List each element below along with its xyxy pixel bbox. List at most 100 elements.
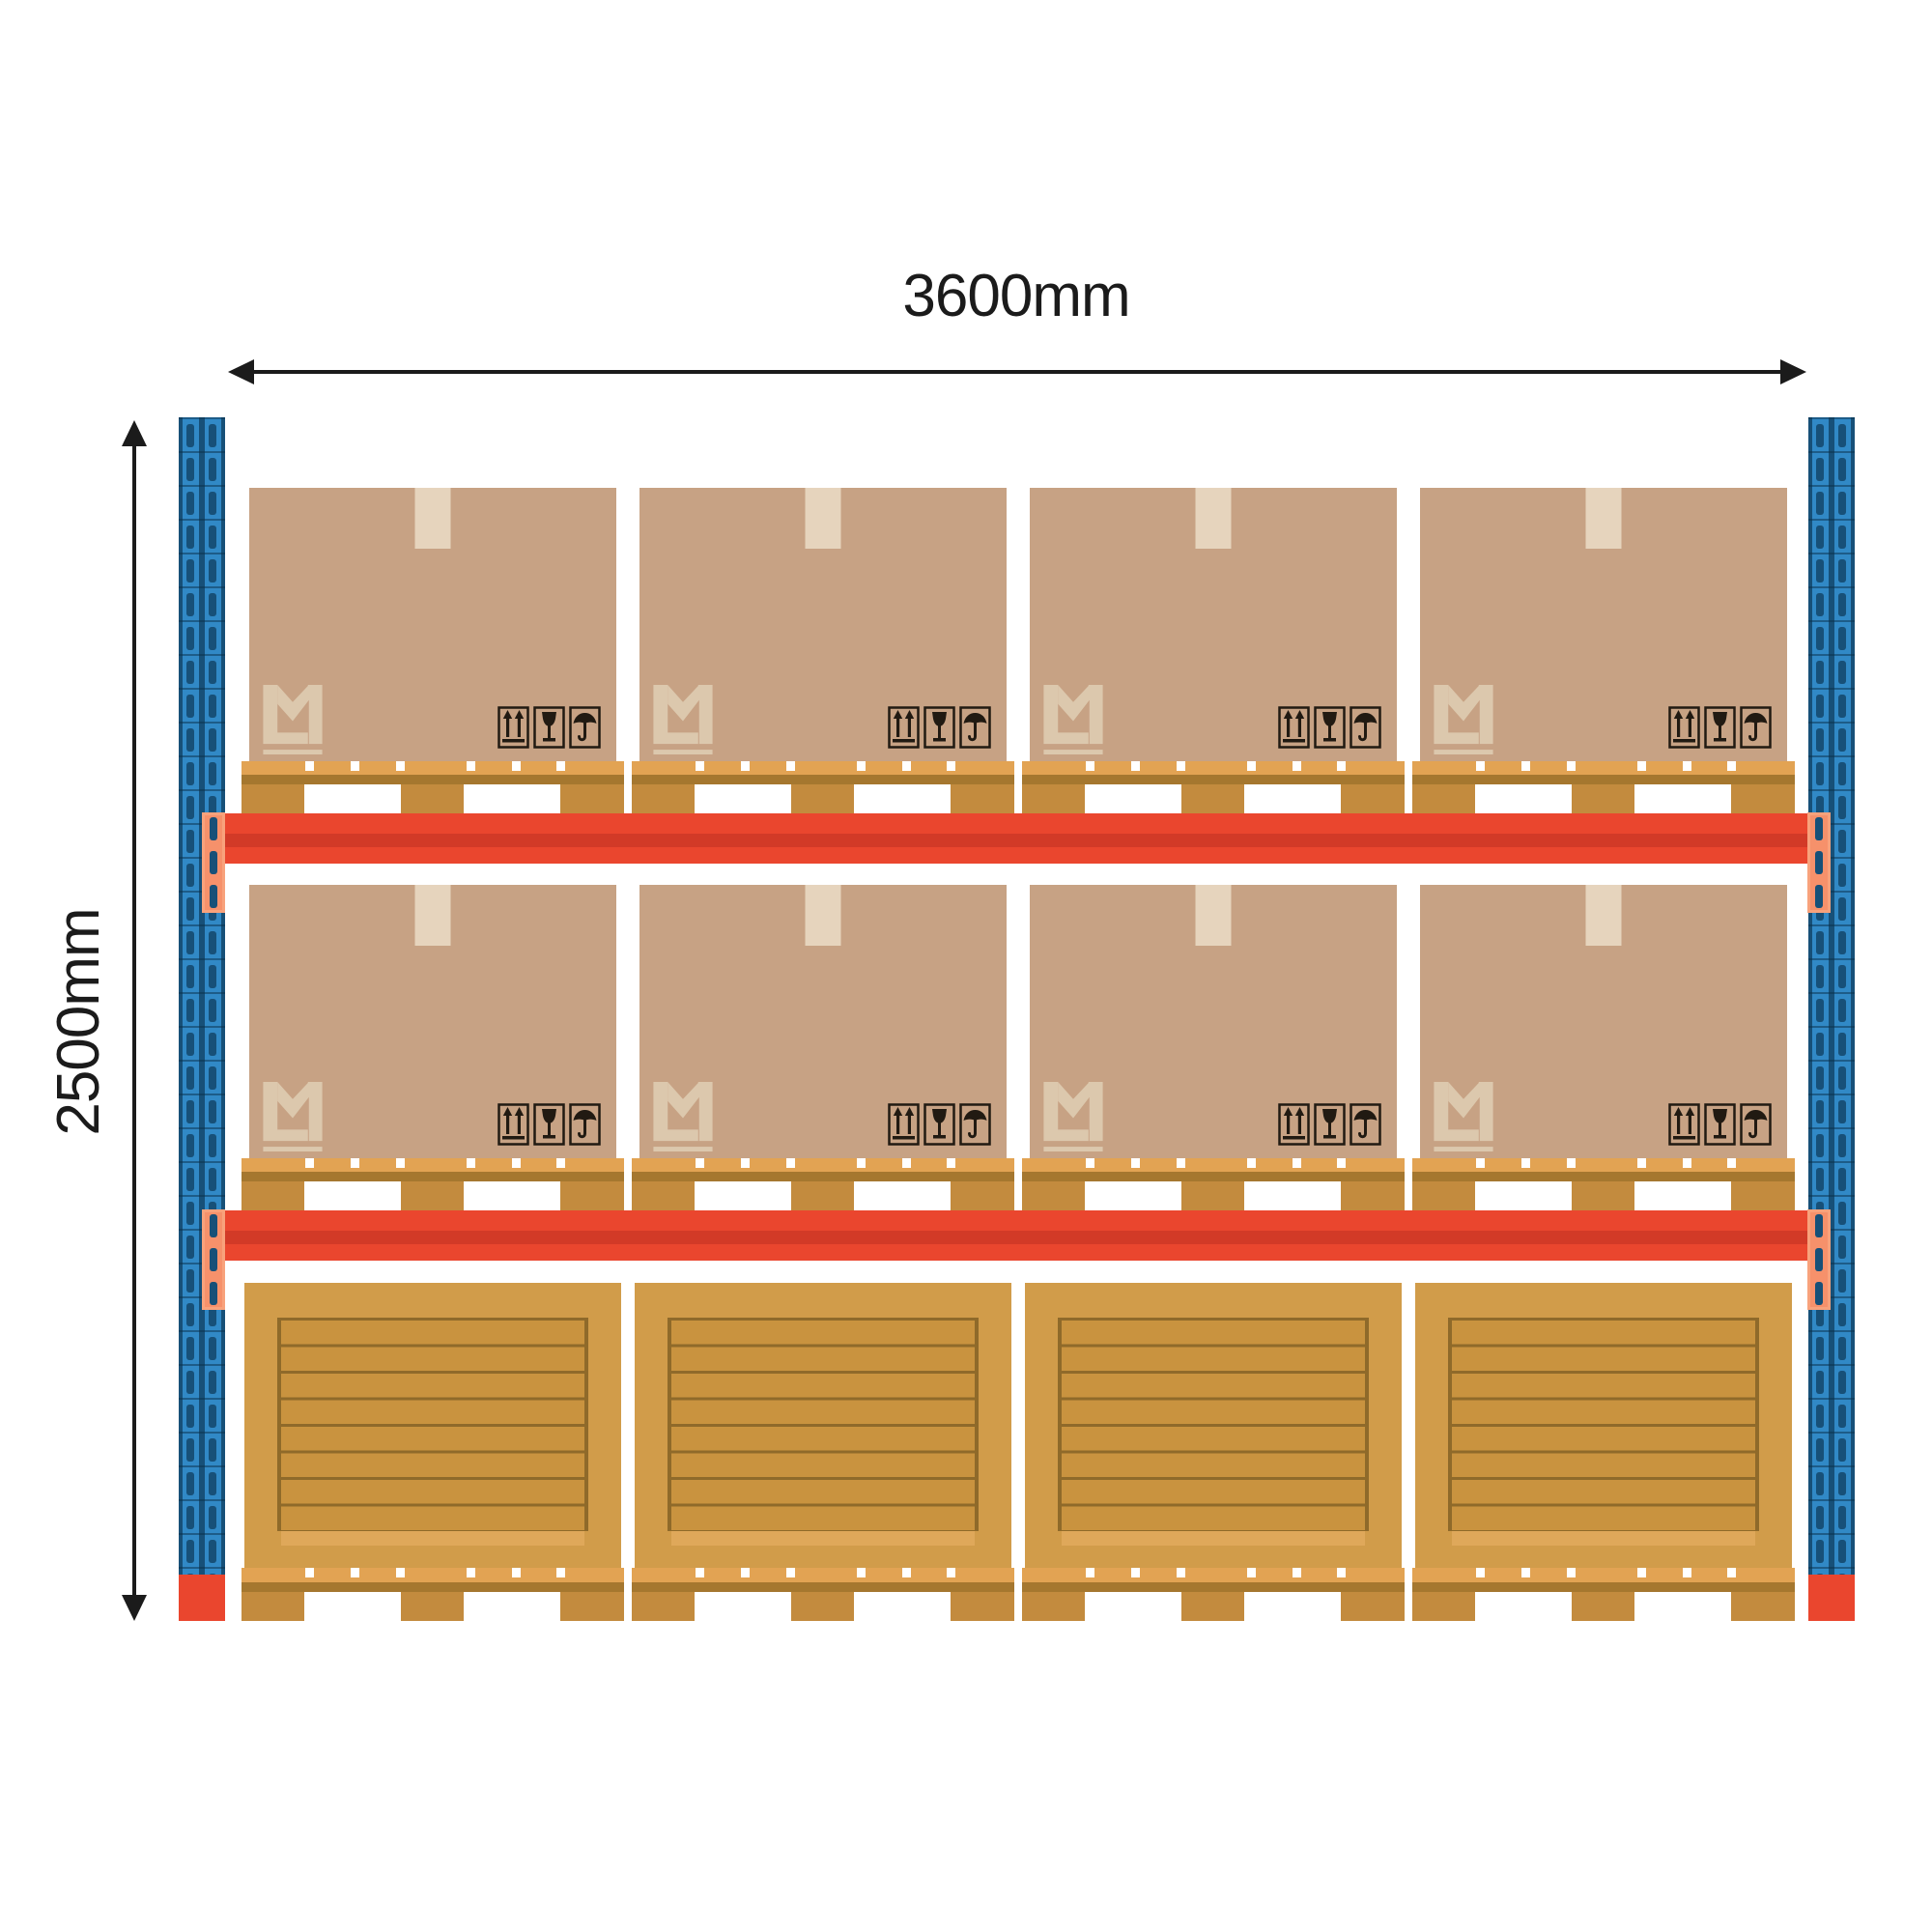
crate-bottom-rail: [1062, 1531, 1365, 1546]
cardboard-box: [249, 885, 616, 1158]
pallet-blocks: [632, 1592, 1014, 1621]
upright-slot: [186, 1540, 194, 1563]
beam-bracket: [1807, 812, 1831, 913]
pallet-block: [951, 1592, 1014, 1621]
pallet-notch: [1727, 1158, 1736, 1168]
arrowhead-left-icon: [228, 359, 254, 384]
upright-slot: [209, 1472, 216, 1495]
pallet-shadow-band: [1022, 1172, 1405, 1181]
beam-shadow-stripe: [225, 834, 1808, 847]
pallet-notch: [786, 1158, 795, 1168]
upright-slot: [186, 526, 194, 549]
pallet-block: [1412, 1181, 1475, 1210]
upright-segment: [1808, 1398, 1855, 1432]
pallet-shadow-band: [242, 1582, 624, 1592]
upright-segment: [179, 654, 225, 688]
upright-slot: [1816, 593, 1824, 616]
pallet-notch: [556, 1568, 565, 1577]
arrowhead-right-icon: [1780, 359, 1806, 384]
upright-slot: [209, 999, 216, 1022]
pallet-unit: [1412, 1283, 1795, 1621]
pallet-notch: [696, 1568, 704, 1577]
lm-logo-icon: [1434, 1082, 1493, 1152]
pallet-notch: [512, 1158, 521, 1168]
pallet-block: [1341, 1592, 1405, 1621]
pallet-notch: [351, 761, 359, 771]
upright-slot: [1838, 1066, 1846, 1090]
fragile-icon: [533, 1103, 565, 1146]
pallet-blocks: [242, 1592, 624, 1621]
upright-slot: [1838, 458, 1846, 481]
upright-slot: [1816, 1100, 1824, 1123]
pallet-notch: [1247, 1568, 1256, 1577]
pallet: [632, 1158, 1014, 1210]
pallet-fork-gap: [1475, 1181, 1572, 1210]
upright-slot: [209, 1405, 216, 1428]
this-way-up-icon: [1668, 1103, 1700, 1146]
upright-segment: [1808, 519, 1855, 553]
pallet-fork-gap: [1085, 1592, 1181, 1621]
pallet-notch: [1131, 1158, 1140, 1168]
pallet-notch: [741, 761, 750, 771]
box-tape: [1585, 885, 1622, 946]
bracket-slot: [210, 1282, 217, 1305]
pallet-deck-board: [632, 1568, 1014, 1582]
upright-slot: [1838, 1202, 1846, 1225]
upright-slot: [1816, 458, 1824, 481]
upright-segment: [179, 755, 225, 789]
handling-pictograms: [497, 706, 601, 749]
bracket-slot: [1815, 817, 1823, 840]
fragile-icon: [533, 706, 565, 749]
upright-slot: [1838, 593, 1846, 616]
upright-segment: [179, 1499, 225, 1533]
pallet-unit: [1022, 1283, 1405, 1621]
pallet: [632, 761, 1014, 813]
arrowhead-up-icon: [122, 420, 147, 446]
wooden-crate: [1025, 1283, 1402, 1568]
lm-logo-icon: [1434, 685, 1493, 755]
pallet-unit: [1412, 488, 1795, 813]
pallet-notch: [786, 1568, 795, 1577]
upright-segment: [179, 1465, 225, 1499]
upright-slot: [186, 965, 194, 988]
keep-dry-icon: [959, 706, 991, 749]
pallet-block: [632, 1181, 695, 1210]
pallet-shadow-band: [632, 1582, 1014, 1592]
pallet-block: [1731, 784, 1795, 813]
upright-slot: [209, 1371, 216, 1394]
upright-slot: [209, 458, 216, 481]
upright-slot: [186, 999, 194, 1022]
pallet-notch: [1683, 1158, 1691, 1168]
pallet-block: [242, 1181, 304, 1210]
pallet-blocks: [242, 784, 624, 813]
upright-segment: [179, 1567, 225, 1575]
upright-slot: [186, 728, 194, 752]
lm-logo-icon: [1043, 685, 1103, 755]
upright-segment: [179, 1364, 225, 1398]
upright-slot: [209, 1134, 216, 1157]
pallet-fork-gap: [1634, 1181, 1731, 1210]
upright-segment: [179, 1094, 225, 1127]
pallet-shadow-band: [632, 775, 1014, 784]
pallet-notch: [1086, 1158, 1094, 1168]
upright-slot: [186, 1202, 194, 1225]
upright-segment: [179, 992, 225, 1026]
lm-logo-icon: [263, 685, 323, 755]
upright-slot: [186, 1236, 194, 1259]
upright-segment: [1808, 1567, 1855, 1575]
bracket-slot: [1815, 851, 1823, 874]
upright-slot: [209, 526, 216, 549]
upright-slot: [1816, 559, 1824, 582]
pallet-notch: [396, 761, 405, 771]
upright-slot: [1838, 1134, 1846, 1157]
upright-segment: [179, 1060, 225, 1094]
upright-segment: [1808, 789, 1855, 823]
handling-pictograms: [888, 1103, 991, 1146]
upright-segment: [1808, 722, 1855, 755]
pallet-notch: [1177, 1158, 1185, 1168]
width-dimension-line: [249, 370, 1785, 374]
pallet-block: [1412, 784, 1475, 813]
upright-slot: [186, 1506, 194, 1529]
pallet-fork-gap: [695, 784, 791, 813]
pallet-unit: [1022, 488, 1405, 813]
